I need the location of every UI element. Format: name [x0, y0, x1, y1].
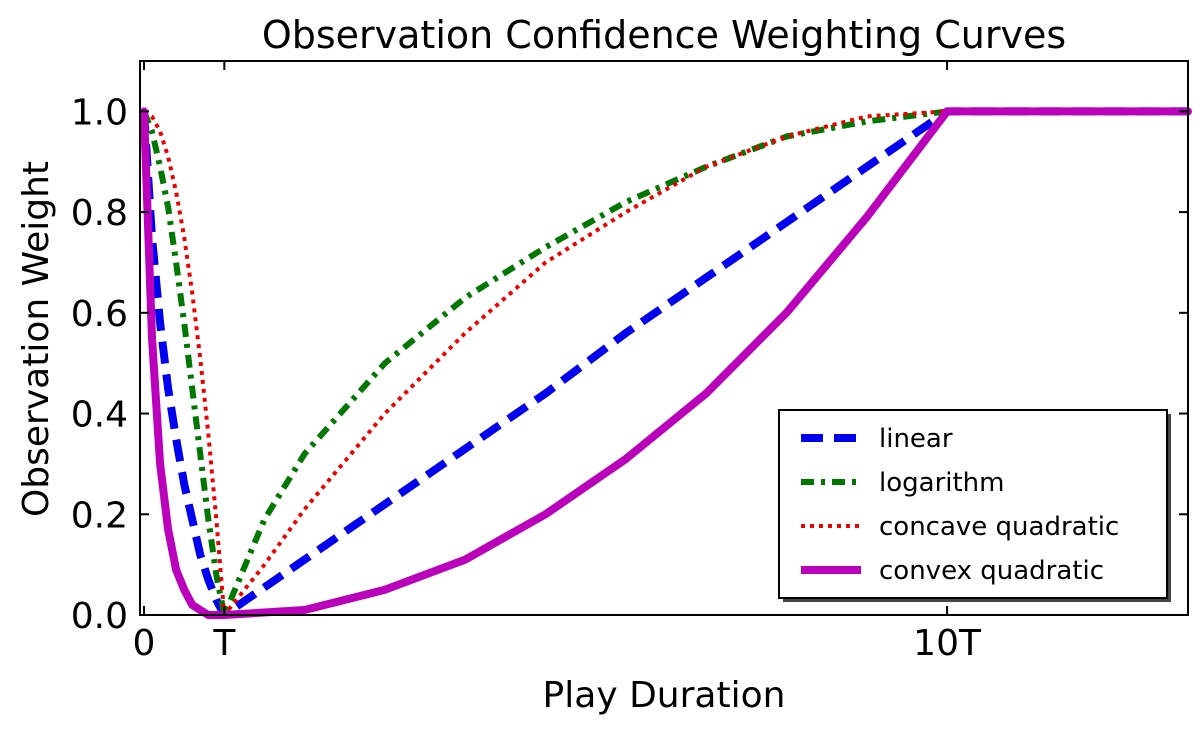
x-axis-label: Play Duration: [543, 675, 786, 716]
y-tick-label: 0.8: [71, 193, 128, 234]
legend-label: concave quadratic: [879, 512, 1119, 542]
series-line-logarithm: [141, 108, 1188, 618]
series-line-convex-quadratic: [140, 107, 1192, 619]
x-tick-label: T: [212, 623, 236, 664]
legend-label: linear: [879, 424, 953, 454]
x-tick-label: 10T: [913, 623, 982, 664]
series-line-linear: [140, 107, 1188, 619]
x-axis: 0 T 10T: [133, 61, 982, 664]
series-layer: [140, 107, 1192, 619]
chart-title: Observation Confidence Weighting Curves: [262, 13, 1066, 57]
legend-label: convex quadratic: [879, 556, 1104, 586]
y-axis-label: Observation Weight: [16, 161, 57, 517]
plot-frame: [139, 60, 1189, 616]
legend: linear logarithm concave quadratic convex q…: [778, 409, 1171, 602]
y-tick-label: 0.2: [71, 495, 128, 536]
y-axis: 0.0 0.2 0.4 0.6 0.8 1.0: [71, 92, 1188, 637]
y-tick-label: 0.0: [71, 596, 128, 637]
series-line-concave-quadratic: [142, 109, 1188, 617]
x-tick-label: 0: [133, 623, 156, 664]
legend-label: logarithm: [879, 468, 1004, 498]
y-tick-label: 0.6: [71, 294, 128, 335]
y-tick-label: 1.0: [71, 92, 128, 133]
y-tick-label: 0.4: [71, 395, 128, 436]
